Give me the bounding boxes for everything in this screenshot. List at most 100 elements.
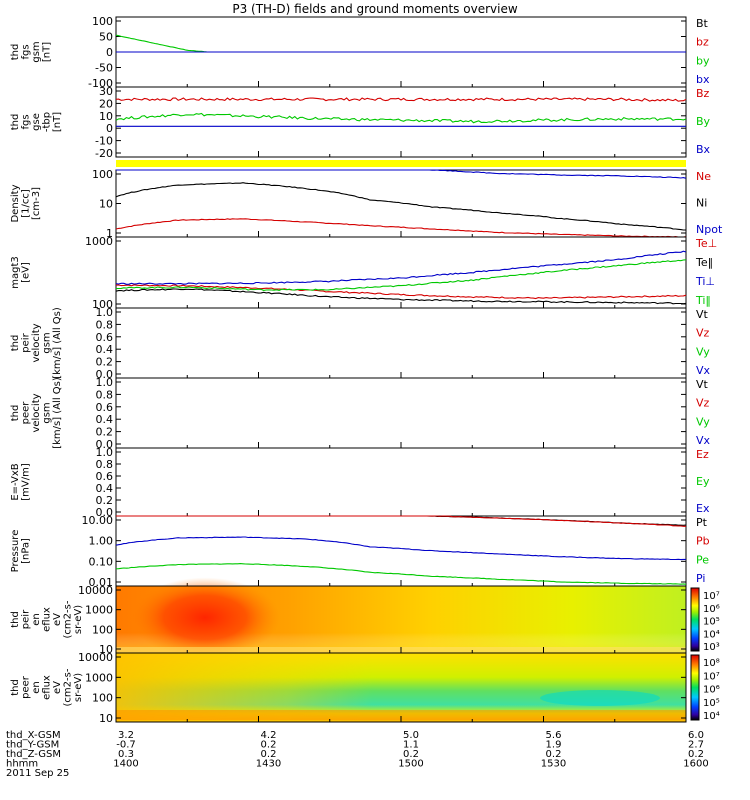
xaxis-row-label: thd_Y-GSM bbox=[6, 740, 59, 751]
y-label-line: [nPa] bbox=[21, 538, 32, 564]
y-label-line: fgs bbox=[21, 44, 32, 59]
y-label-line: eV bbox=[52, 681, 63, 694]
y-tick-label: 100 bbox=[92, 623, 113, 636]
y-tick-label: -50 bbox=[95, 62, 113, 75]
y-label-line: thd bbox=[10, 114, 21, 131]
y-axis-label: Pressure [nPa] bbox=[10, 530, 32, 573]
legend-bz: Bz bbox=[696, 87, 710, 100]
xaxis-row-value: 6.0 bbox=[688, 730, 704, 741]
y-label-line: velocity bbox=[31, 323, 42, 362]
xaxis-row-value: 0.3 bbox=[118, 749, 134, 760]
colorbar-tick-label: 10⁵ bbox=[703, 698, 720, 709]
y-tick-label: 0.2 bbox=[96, 356, 114, 369]
spectrogram-peer-cyan bbox=[540, 690, 660, 706]
series-pt bbox=[116, 515, 687, 526]
series-ti bbox=[115, 250, 687, 285]
xaxis-row-value: 0.2 bbox=[546, 749, 562, 760]
colorbar-tick-label: 10⁴ bbox=[703, 711, 720, 722]
y-tick-label: 10.00 bbox=[82, 514, 114, 527]
legend-vz: Vz bbox=[696, 327, 710, 340]
colorbar-tick-label: 10⁵ bbox=[703, 617, 720, 628]
y-label-line: velocity bbox=[31, 393, 42, 432]
xaxis-row-value: 1.9 bbox=[546, 740, 562, 751]
xaxis-row-value: 1500 bbox=[398, 759, 423, 770]
xaxis-date: 2011 Sep 25 bbox=[6, 768, 69, 779]
legend-ne: Ne bbox=[696, 170, 711, 183]
series-pi bbox=[115, 536, 686, 561]
y-label-line: [km/s] (All Qs) bbox=[52, 307, 63, 379]
y-label-line: gsm bbox=[31, 41, 42, 62]
legend-te: Te‖ bbox=[695, 256, 713, 269]
xaxis-row-value: 0.2 bbox=[261, 740, 277, 751]
y-label-line: sr-eV) bbox=[73, 605, 84, 634]
panel-efield: 1.00.80.60.40.20.0 E=-VxB [mV/m] Ez Ey Ex bbox=[10, 446, 710, 519]
y-label-line: en bbox=[31, 681, 42, 694]
series-by bbox=[115, 112, 687, 124]
y-tick-label: 30 bbox=[99, 85, 113, 98]
panel-peir-spec: 10000 1000 100 10 thd peir en eflux eV (cm2-s-sr-… bbox=[10, 577, 720, 658]
xaxis-row-value: 1.1 bbox=[403, 740, 419, 751]
y-label-line: eflux bbox=[42, 675, 53, 700]
legend-vt: Vt bbox=[696, 378, 709, 391]
y-axis-label: E=-VxB [mV/m] bbox=[10, 463, 32, 501]
colorbar-tick-label: 10⁴ bbox=[703, 629, 720, 640]
xaxis-row-value: 3.2 bbox=[118, 730, 134, 741]
legend-vx: Vx bbox=[696, 364, 711, 377]
y-label-line: [nT] bbox=[52, 112, 63, 132]
y-axis-label: thd peir en eflux eV (cm2-s-sr-eV) bbox=[10, 600, 84, 638]
y-label-line: sr-eV) bbox=[73, 673, 84, 702]
panel-temperature: 1000 100 magt3 [eV] Te⊥ Te‖ Ti⊥ Ti‖ bbox=[10, 235, 717, 311]
plot-title: P3 (TH-D) fields and ground moments over… bbox=[232, 2, 517, 16]
panel-peir-velocity: 1.00.80.60.40.20.0 thd peir velocity gsm [km/… bbox=[10, 306, 711, 381]
y-label-line: -tbp bbox=[42, 112, 53, 132]
y-tick-label: 10000 bbox=[78, 584, 113, 597]
y-tick-label: 0.8 bbox=[96, 458, 114, 471]
y-label-line: thd bbox=[10, 335, 21, 352]
series-ne bbox=[115, 218, 687, 238]
y-tick-label: 0.01 bbox=[89, 576, 114, 589]
xaxis-row-value: 5.0 bbox=[403, 730, 419, 741]
colorbar-tick-label: 10⁶ bbox=[703, 604, 720, 615]
legend-bx: bx bbox=[696, 73, 710, 86]
panel-frame bbox=[115, 447, 687, 517]
series-ti bbox=[115, 259, 687, 291]
y-label-line: eflux bbox=[42, 607, 53, 632]
xaxis-row-label: thd_Z-GSM bbox=[6, 749, 61, 760]
y-tick-label: 1.0 bbox=[96, 446, 114, 459]
legend-pe: Pe bbox=[696, 553, 709, 566]
colorbar-tick-label: 10⁷ bbox=[703, 671, 720, 682]
y-label-line: en bbox=[31, 613, 42, 626]
series-te bbox=[115, 288, 687, 305]
panel-frame bbox=[115, 307, 687, 379]
spectrogram-peer-lowband bbox=[116, 710, 686, 720]
y-label-line: [km/s] (All Qs) bbox=[52, 377, 63, 449]
y-label-line: peir bbox=[21, 609, 32, 629]
y-label-line: (cm2-s- bbox=[63, 668, 74, 706]
legend-bt: Bt bbox=[696, 17, 709, 30]
y-tick-label: 0.4 bbox=[96, 482, 114, 495]
y-tick-label: 10 bbox=[99, 110, 113, 123]
y-tick-label: 100 bbox=[92, 168, 113, 181]
y-label-line: Pressure bbox=[10, 530, 21, 573]
colorbar bbox=[690, 654, 700, 721]
xaxis-row-value: 5.6 bbox=[546, 730, 562, 741]
y-tick-label: 50 bbox=[99, 31, 113, 44]
panel-fgs-gsm: 100 50 0 -50 -100 thd fgs gsm [nT] Bt bz by bx bbox=[10, 15, 710, 90]
colorbar-tick-label: 10⁶ bbox=[703, 685, 720, 696]
y-tick-label: 1 bbox=[106, 227, 113, 240]
y-axis-label: thd peer en eflux eV (cm2-s-sr-eV) bbox=[10, 668, 84, 706]
y-tick-label: 0.10 bbox=[89, 555, 114, 568]
xaxis-row-value: 1400 bbox=[113, 759, 138, 770]
panel-peer-velocity: 1.00.80.60.40.20.0 thd peer velocity gsm [km/… bbox=[10, 376, 711, 451]
xaxis-row-value: 0.2 bbox=[688, 749, 704, 760]
y-tick-label: 0.6 bbox=[96, 401, 114, 414]
y-tick-label: 10 bbox=[99, 712, 113, 725]
xaxis-row-value: 0.2 bbox=[261, 749, 277, 760]
y-label-line: thd bbox=[10, 611, 21, 628]
y-tick-label: 1.00 bbox=[89, 535, 114, 548]
legend-vy: Vy bbox=[696, 345, 710, 358]
y-label-line: peer bbox=[21, 675, 32, 699]
series-te bbox=[115, 284, 687, 300]
y-label-line: thd bbox=[10, 44, 21, 61]
y-tick-label: 0 bbox=[106, 122, 113, 135]
